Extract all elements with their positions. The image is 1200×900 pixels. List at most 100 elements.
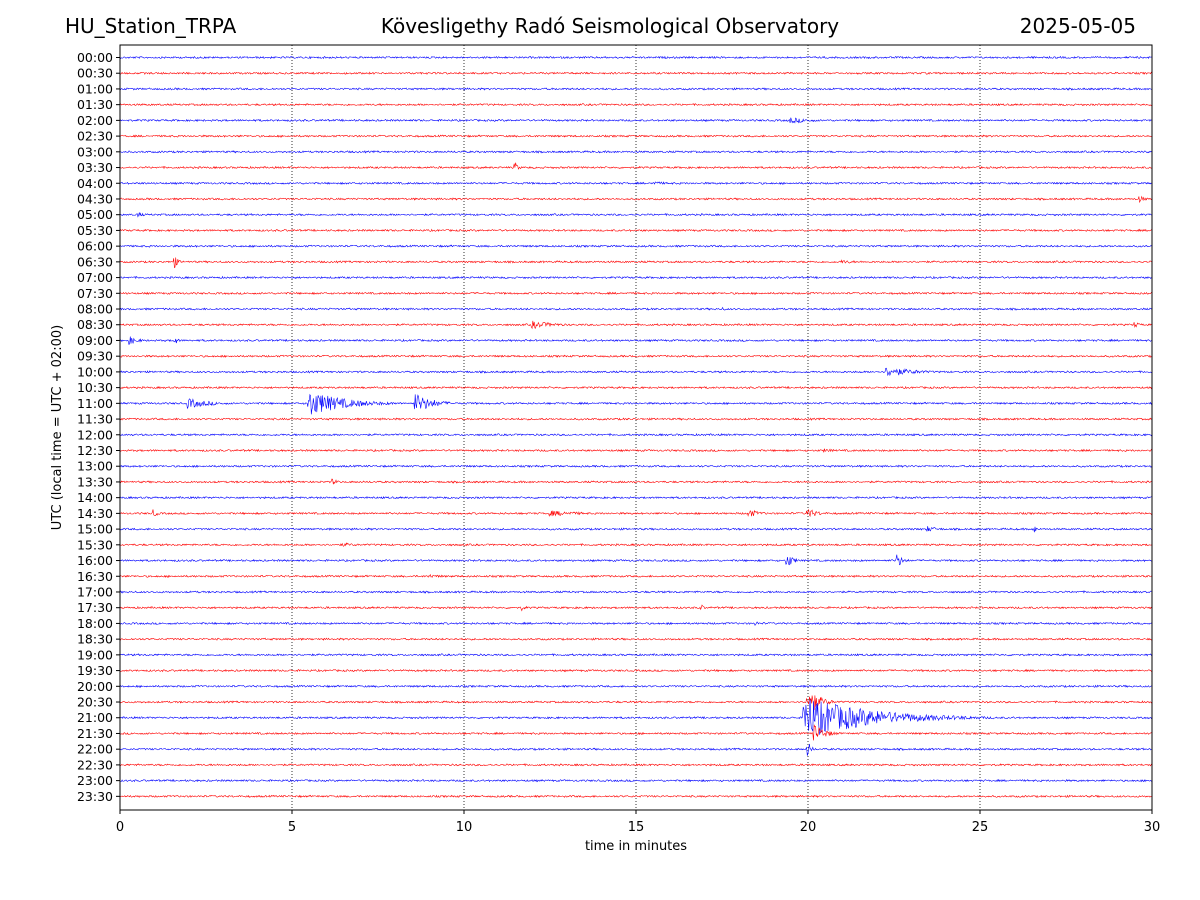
y-tick-label: 18:00 bbox=[77, 616, 113, 631]
x-axis-label: time in minutes bbox=[585, 839, 687, 854]
y-tick-label: 06:00 bbox=[77, 239, 113, 254]
trace-0900 bbox=[119, 336, 1153, 345]
trace-1030 bbox=[119, 385, 1153, 390]
trace-0300 bbox=[119, 150, 1153, 154]
y-tick-label: 13:00 bbox=[77, 459, 113, 474]
trace-2100 bbox=[119, 699, 1153, 735]
trace-1300 bbox=[119, 464, 1153, 468]
y-tick-label: 09:00 bbox=[77, 333, 113, 348]
trace-1800 bbox=[119, 621, 1153, 626]
y-tick-label: 10:00 bbox=[77, 364, 113, 379]
y-tick-label: 23:00 bbox=[77, 773, 113, 788]
trace-0000 bbox=[119, 55, 1153, 60]
y-tick-label: 02:30 bbox=[77, 129, 113, 144]
trace-2030 bbox=[119, 695, 1153, 711]
x-tick-label: 30 bbox=[1144, 820, 1161, 835]
trace-1130 bbox=[119, 417, 1153, 421]
trace-2200 bbox=[119, 743, 1153, 756]
y-tick-label: 18:30 bbox=[77, 632, 113, 647]
y-axis-label: UTC (local time = UTC + 02:00) bbox=[50, 325, 65, 530]
trace-1830 bbox=[119, 637, 1153, 641]
y-tick-label: 14:30 bbox=[77, 506, 113, 521]
trace-0600 bbox=[119, 244, 1153, 248]
trace-0430 bbox=[119, 195, 1153, 204]
trace-1230 bbox=[119, 448, 1153, 453]
trace-group bbox=[119, 55, 1153, 799]
trace-0800 bbox=[119, 306, 1153, 311]
trace-1100 bbox=[119, 393, 1153, 415]
y-tick-label: 05:00 bbox=[77, 207, 113, 222]
trace-0130 bbox=[119, 102, 1153, 107]
y-tick-label: 01:00 bbox=[77, 81, 113, 96]
trace-0400 bbox=[119, 181, 1153, 185]
trace-2130 bbox=[119, 724, 1153, 741]
y-tick-label: 23:30 bbox=[77, 789, 113, 804]
trace-0830 bbox=[119, 320, 1153, 330]
trace-1200 bbox=[119, 432, 1153, 437]
trace-1600 bbox=[119, 554, 1153, 566]
y-tick-label: 15:30 bbox=[77, 537, 113, 552]
y-tick-label: 19:30 bbox=[77, 663, 113, 678]
chart-title: Kövesligethy Radó Seismological Observat… bbox=[380, 14, 840, 38]
trace-1430 bbox=[119, 508, 1153, 517]
trace-1900 bbox=[119, 653, 1153, 657]
y-tick-label: 06:30 bbox=[77, 254, 113, 269]
y-tick-label: 00:30 bbox=[77, 66, 113, 81]
grid-lines bbox=[291, 45, 981, 810]
y-axis: 00:0000:3001:0001:3002:0002:3003:0003:30… bbox=[77, 50, 120, 804]
y-tick-label: 14:00 bbox=[77, 490, 113, 505]
x-tick-label: 20 bbox=[800, 820, 817, 835]
trace-2330 bbox=[119, 794, 1153, 799]
y-tick-label: 11:00 bbox=[77, 396, 113, 411]
y-tick-label: 19:00 bbox=[77, 647, 113, 662]
trace-0230 bbox=[119, 134, 1153, 138]
trace-1330 bbox=[119, 478, 1153, 485]
chart-date: 2025-05-05 bbox=[1019, 14, 1136, 38]
y-tick-label: 01:30 bbox=[77, 97, 113, 112]
trace-0930 bbox=[119, 354, 1153, 358]
x-tick-label: 5 bbox=[288, 820, 296, 835]
y-tick-label: 21:30 bbox=[77, 726, 113, 741]
y-tick-label: 08:30 bbox=[77, 317, 113, 332]
y-tick-label: 13:30 bbox=[77, 474, 113, 489]
y-tick-label: 07:00 bbox=[77, 270, 113, 285]
y-tick-label: 12:30 bbox=[77, 443, 113, 458]
y-tick-label: 16:00 bbox=[77, 553, 113, 568]
trace-1000 bbox=[119, 367, 1153, 377]
y-tick-label: 12:00 bbox=[77, 427, 113, 442]
y-tick-label: 10:30 bbox=[77, 380, 113, 395]
trace-2000 bbox=[119, 684, 1153, 689]
y-tick-label: 15:00 bbox=[77, 522, 113, 537]
trace-0100 bbox=[119, 87, 1153, 91]
station-name: HU_Station_TRPA bbox=[65, 14, 237, 38]
y-tick-label: 09:30 bbox=[77, 349, 113, 364]
y-tick-label: 07:30 bbox=[77, 286, 113, 301]
x-axis: 0 5 10 15 20 25 30 bbox=[116, 810, 1160, 835]
y-tick-label: 20:30 bbox=[77, 695, 113, 710]
trace-2230 bbox=[119, 763, 1153, 767]
trace-2300 bbox=[119, 778, 1153, 783]
trace-1730 bbox=[119, 604, 1153, 612]
y-tick-label: 03:00 bbox=[77, 144, 113, 159]
trace-1400 bbox=[119, 495, 1153, 500]
y-tick-label: 00:00 bbox=[77, 50, 113, 65]
y-tick-label: 17:30 bbox=[77, 600, 113, 615]
trace-0330 bbox=[119, 162, 1153, 170]
y-tick-label: 22:00 bbox=[77, 742, 113, 757]
y-tick-label: 20:00 bbox=[77, 679, 113, 694]
y-tick-label: 16:30 bbox=[77, 569, 113, 584]
y-tick-label: 08:00 bbox=[77, 302, 113, 317]
trace-1630 bbox=[119, 573, 1153, 578]
trace-0730 bbox=[119, 291, 1153, 295]
x-tick-label: 10 bbox=[456, 820, 473, 835]
trace-0200 bbox=[119, 117, 1153, 124]
trace-0630 bbox=[119, 257, 1153, 269]
y-tick-label: 21:00 bbox=[77, 710, 113, 725]
y-tick-label: 04:30 bbox=[77, 191, 113, 206]
y-tick-label: 17:00 bbox=[77, 584, 113, 599]
trace-0530 bbox=[119, 228, 1153, 233]
trace-1530 bbox=[119, 542, 1153, 547]
y-tick-label: 03:30 bbox=[77, 160, 113, 175]
y-tick-label: 02:00 bbox=[77, 113, 113, 128]
